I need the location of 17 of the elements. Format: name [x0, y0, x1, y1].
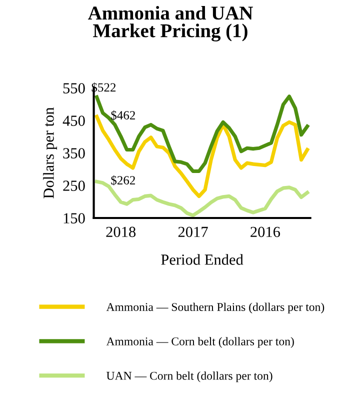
legend-label: UAN — Corn belt (dollars per ton) — [106, 371, 272, 382]
x-tick-label: 2018 — [106, 226, 136, 238]
x-tick-label: 2016 — [250, 226, 280, 238]
y-tick-label: 250 — [63, 180, 85, 191]
annotation: $462 — [111, 110, 135, 120]
line-series — [94, 94, 310, 174]
chart-title: Ammonia and UAN Market Pricing (1) — [88, 6, 253, 42]
y-axis-title: Dollars per ton — [43, 107, 57, 198]
x-axis-title: Period Ended — [161, 254, 244, 265]
x-tick-label: 2017 — [178, 226, 208, 238]
y-tick-label: 550 — [63, 83, 85, 94]
y-tick-label: 350 — [63, 148, 85, 158]
legend-label: Ammonia — Southern Plains (dollars per ton) — [106, 302, 324, 314]
y-tick-label: 150 — [64, 213, 85, 224]
annotation: $262 — [111, 175, 135, 186]
legend-label: Ammonia — Corn belt (dollars per ton) — [106, 337, 294, 348]
y-tick-label: 450 — [62, 116, 85, 126]
